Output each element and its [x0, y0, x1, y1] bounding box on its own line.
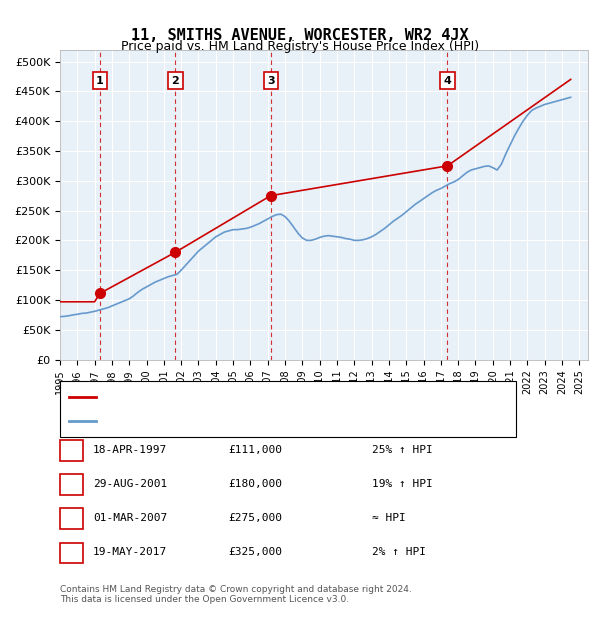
Text: 3: 3: [267, 76, 274, 86]
Text: 4: 4: [67, 547, 76, 557]
Text: 19% ↑ HPI: 19% ↑ HPI: [372, 479, 433, 489]
Text: 19-MAY-2017: 19-MAY-2017: [93, 547, 167, 557]
Text: 2: 2: [172, 76, 179, 86]
Text: £275,000: £275,000: [228, 513, 282, 523]
Text: 4: 4: [443, 76, 451, 86]
Text: 2% ↑ HPI: 2% ↑ HPI: [372, 547, 426, 557]
Text: 3: 3: [68, 513, 75, 523]
Text: Contains HM Land Registry data © Crown copyright and database right 2024.
This d: Contains HM Land Registry data © Crown c…: [60, 585, 412, 604]
Text: 29-AUG-2001: 29-AUG-2001: [93, 479, 167, 489]
Text: £111,000: £111,000: [228, 445, 282, 455]
Text: 25% ↑ HPI: 25% ↑ HPI: [372, 445, 433, 455]
Text: HPI: Average price, detached house, Worcester: HPI: Average price, detached house, Worc…: [102, 417, 347, 427]
Text: Price paid vs. HM Land Registry's House Price Index (HPI): Price paid vs. HM Land Registry's House …: [121, 40, 479, 53]
Text: 1: 1: [68, 445, 75, 455]
Text: £325,000: £325,000: [228, 547, 282, 557]
Text: 11, SMITHS AVENUE, WORCESTER, WR2 4JX (detached house): 11, SMITHS AVENUE, WORCESTER, WR2 4JX (d…: [102, 392, 424, 402]
Text: 2: 2: [68, 479, 75, 489]
Text: 11, SMITHS AVENUE, WORCESTER, WR2 4JX: 11, SMITHS AVENUE, WORCESTER, WR2 4JX: [131, 28, 469, 43]
Text: ≈ HPI: ≈ HPI: [372, 513, 406, 523]
Text: 01-MAR-2007: 01-MAR-2007: [93, 513, 167, 523]
Text: 18-APR-1997: 18-APR-1997: [93, 445, 167, 455]
Text: 1: 1: [96, 76, 104, 86]
Text: £180,000: £180,000: [228, 479, 282, 489]
